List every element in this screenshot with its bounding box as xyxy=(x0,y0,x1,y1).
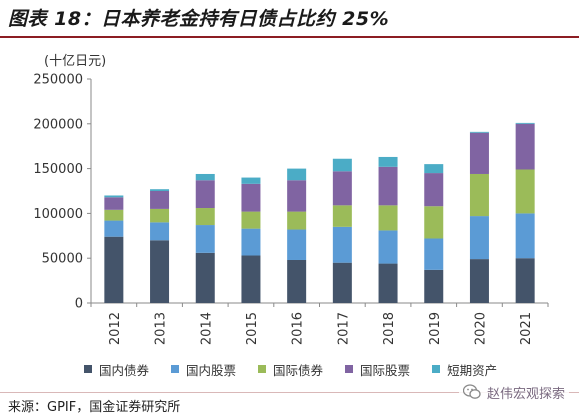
bar-segment xyxy=(515,213,535,259)
bar-segment xyxy=(241,211,261,229)
y-axis-unit-label: (十亿日元) xyxy=(44,54,107,69)
bar-segment xyxy=(378,263,398,303)
x-tick-label: 2012 xyxy=(108,312,123,345)
bar-segment xyxy=(332,262,352,303)
legend-item: 国内股票 xyxy=(171,360,236,379)
bar-segment xyxy=(424,164,444,174)
bar-segment xyxy=(469,216,489,260)
y-tick-label: 200000 xyxy=(33,117,83,132)
source-note: 来源：GPIF，国金证券研究所 xyxy=(8,400,181,415)
bar-segment xyxy=(515,122,535,124)
bar-segment xyxy=(332,158,352,172)
x-tick-label: 2018 xyxy=(382,312,397,345)
bar-segment xyxy=(150,222,170,241)
x-tick-label: 2017 xyxy=(336,312,351,345)
bar-segment xyxy=(195,252,215,303)
legend-swatch xyxy=(432,365,441,373)
bar-segment xyxy=(195,173,215,181)
bar-segment xyxy=(150,189,170,191)
bar-segment xyxy=(241,255,261,303)
legend-swatch xyxy=(171,365,180,373)
bar-segment xyxy=(150,240,170,303)
x-tick-label: 2020 xyxy=(473,312,488,345)
bar-segment xyxy=(104,195,124,198)
wechat-icon xyxy=(462,384,481,399)
x-tick-label: 2014 xyxy=(199,312,214,345)
legend-item: 国际债券 xyxy=(258,360,323,379)
bar-segment xyxy=(104,220,124,237)
legend-swatch xyxy=(84,365,92,373)
bar-segment xyxy=(287,211,307,230)
bar-segment xyxy=(515,169,535,214)
bar-segment xyxy=(378,230,398,264)
bar-segment xyxy=(241,228,261,256)
bar-segment xyxy=(469,132,489,174)
chart-title: 图表 18：日本养老金持有日债占比约 25% xyxy=(8,8,390,30)
bar-segment xyxy=(150,208,170,223)
y-tick-label: 150000 xyxy=(33,162,83,177)
bar-segment xyxy=(378,166,398,206)
x-tick-label: 2019 xyxy=(428,312,443,345)
x-tick-label: 2021 xyxy=(519,312,534,345)
y-tick-label: 50000 xyxy=(42,252,83,267)
bar-segment xyxy=(287,259,307,303)
bar-segment xyxy=(424,269,444,303)
legend-item: 短期资产 xyxy=(432,360,497,379)
y-tick-label: 100000 xyxy=(33,207,83,222)
bar-segment xyxy=(241,177,261,184)
bar-segment xyxy=(195,225,215,253)
x-tick-label: 2013 xyxy=(154,312,169,345)
legend-label: 国内债券 xyxy=(99,362,150,378)
bar-segment xyxy=(469,173,489,217)
y-tick-label: 0 xyxy=(75,297,83,312)
bar-segment xyxy=(150,191,170,209)
source-divider xyxy=(0,392,579,393)
title-bar: 图表 18：日本养老金持有日债占比约 25% xyxy=(0,0,579,38)
watermark-text: 赵伟宏观探索 xyxy=(486,386,565,402)
stacked-bar-chart: 0 50000 100000 150000 200000 250000 2012 2013 20… xyxy=(33,73,549,345)
bar-segment xyxy=(195,180,215,209)
bar-segment xyxy=(104,209,124,221)
legend-item: 国际股票 xyxy=(345,360,410,379)
x-tick-label: 2016 xyxy=(291,312,306,345)
bar-segment xyxy=(287,229,307,260)
legend-label: 国际债券 xyxy=(273,362,324,378)
x-tick-label: 2015 xyxy=(245,312,260,345)
bar-segment xyxy=(104,236,124,303)
bar-segment xyxy=(332,171,352,206)
bar-segment xyxy=(241,183,261,212)
bar-segment xyxy=(515,123,535,170)
watermark: 赵伟宏观探索 xyxy=(458,380,569,404)
legend-label: 国内股票 xyxy=(186,362,237,378)
legend-label: 短期资产 xyxy=(447,362,498,378)
bar-segment xyxy=(378,156,398,167)
bar-segment xyxy=(424,238,444,270)
bar-segment xyxy=(104,197,124,210)
bar-segment xyxy=(332,205,352,227)
legend-swatch xyxy=(258,365,267,373)
bar-segment xyxy=(287,168,307,181)
legend-item: 国内债券 xyxy=(84,360,149,379)
y-tick-label: 250000 xyxy=(33,73,83,88)
bar-segment xyxy=(195,208,215,226)
chart-legend: 国内债券 国内股票 国际债券 国际股票 短期资产 xyxy=(84,360,497,378)
bar-segment xyxy=(424,173,444,207)
bar-segment xyxy=(378,205,398,231)
legend-label: 国际股票 xyxy=(360,362,411,378)
bar-segment xyxy=(287,180,307,212)
bar-segment xyxy=(515,258,535,303)
bar-segment xyxy=(469,259,489,303)
legend-swatch xyxy=(345,365,354,373)
bar-segment xyxy=(469,131,489,133)
bar-segment xyxy=(332,226,352,263)
bar-segment xyxy=(424,206,444,239)
